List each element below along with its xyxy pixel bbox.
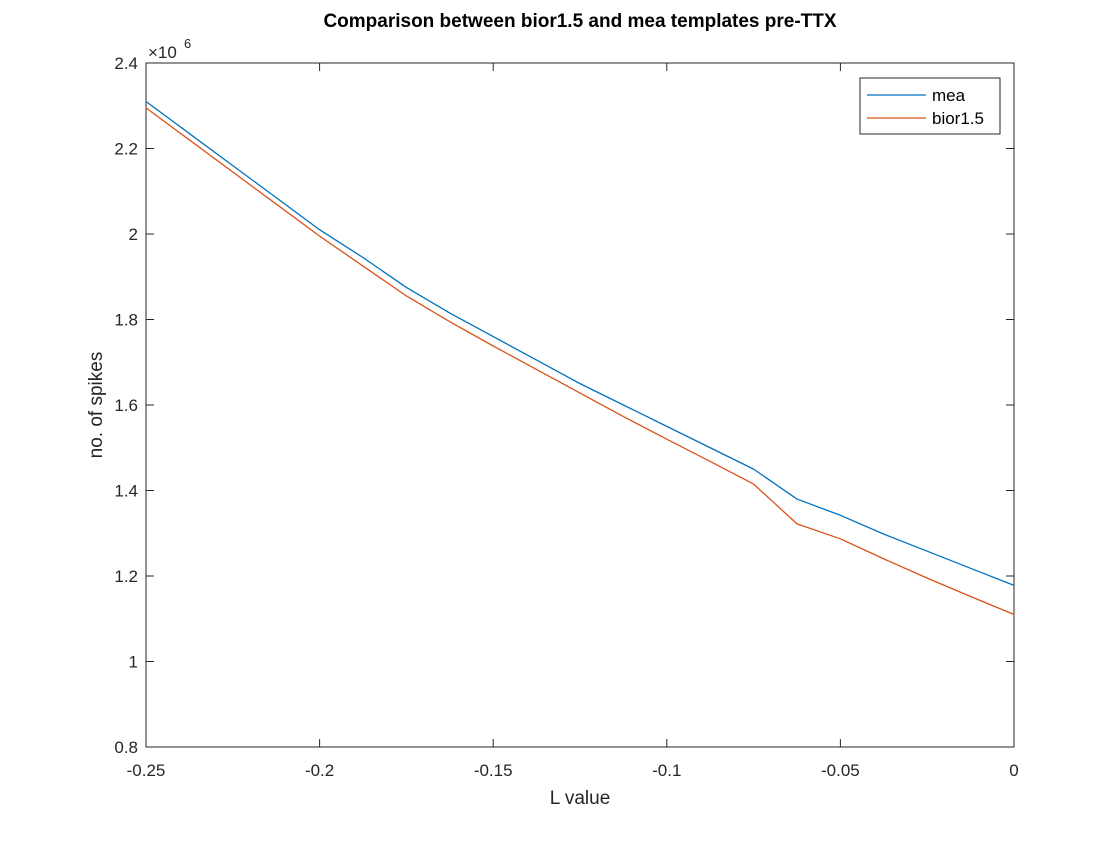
x-tick-label: -0.1 (652, 761, 681, 780)
y-axis-label: no. of spikes (86, 352, 107, 459)
x-tick-label: -0.15 (474, 761, 513, 780)
y-tick-label: 2.4 (114, 54, 138, 73)
series-line-mea (145, 100, 1015, 587)
legend-label-bior1-5: bior1.5 (932, 109, 984, 128)
x-tick-label: 0 (1009, 761, 1018, 780)
series-lines (145, 100, 1015, 616)
legend-box (859, 77, 1001, 135)
x-axis-label: L value (550, 788, 611, 809)
y-exponent-power: 6 (184, 36, 191, 51)
y-tick-label: 0.8 (114, 738, 138, 757)
y-tick-label: 1.6 (114, 396, 138, 415)
y-tick-label: 1.2 (114, 567, 138, 586)
series-line-bior1-5 (145, 107, 1015, 616)
plot-area: -0.25 -0.2 -0.15 -0.1 -0.05 0 0.8 1 1.2 1.4 1.6 1.8… (114, 54, 1018, 780)
x-tick-label: -0.25 (127, 761, 166, 780)
y-tick-label: 1 (129, 653, 138, 672)
plot-frame (145, 62, 1015, 748)
x-tick-label: -0.05 (821, 761, 860, 780)
y-exponent-base: ×10 (148, 43, 177, 62)
y-tick-label: 2 (129, 225, 138, 244)
y-tick-label: 1.4 (114, 482, 138, 501)
y-tick-label: 2.2 (114, 140, 138, 159)
axis-ticks: -0.25 -0.2 -0.15 -0.1 -0.05 0 0.8 1 1.2 1.4 1.6 1.8… (114, 54, 1018, 780)
legend: mea bior1.5 (859, 77, 1001, 135)
y-tick-label: 1.8 (114, 311, 138, 330)
legend-label-mea: mea (932, 86, 966, 105)
x-tick-label: -0.2 (305, 761, 334, 780)
chart-title: Comparison between bior1.5 and mea templ… (323, 11, 836, 32)
y-exponent-label: ×10 6 (148, 36, 191, 62)
